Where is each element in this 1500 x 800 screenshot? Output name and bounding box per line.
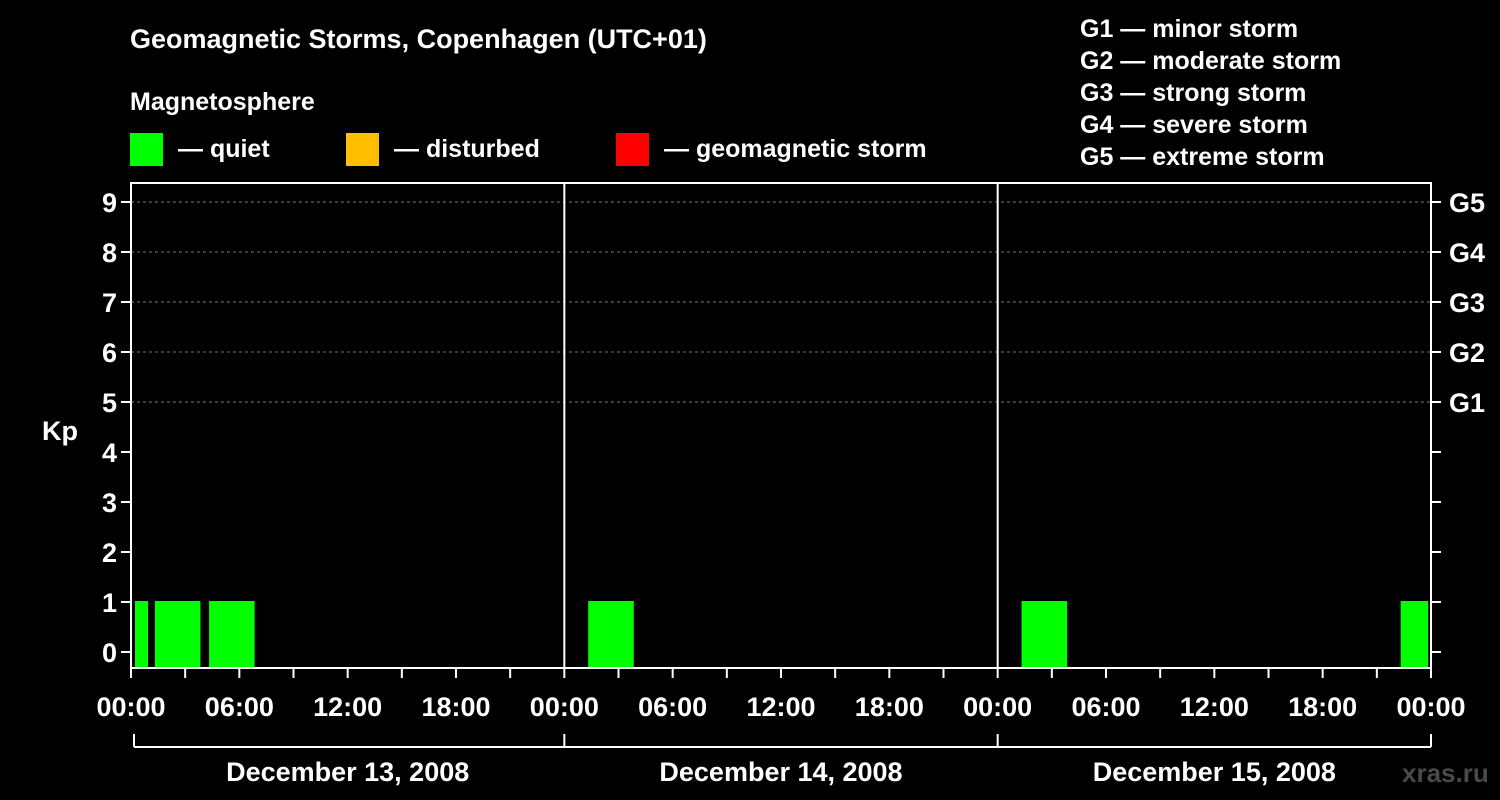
storm-scale-g4: G4 — severe storm	[1080, 111, 1308, 139]
kp-bar-3	[588, 601, 634, 668]
legend-swatch-disturbed	[346, 133, 379, 166]
y-tick-label-3: 3	[102, 488, 117, 518]
x-tick-label-48: 00:00	[963, 692, 1032, 722]
kp-bar-0	[135, 601, 149, 668]
plot-frame	[130, 182, 1432, 669]
x-tick-label-12: 12:00	[313, 692, 382, 722]
g-level-label-g4: G4	[1449, 238, 1485, 268]
day-labels: December 13, 2008 December 14, 2008 Decemb…	[133, 734, 1432, 787]
plot-border	[130, 182, 1432, 669]
y-tick-label-4: 4	[102, 438, 117, 468]
y-tick-label-5: 5	[102, 388, 117, 418]
kp-bar-2	[209, 601, 255, 668]
x-tick-label-54: 06:00	[1071, 692, 1140, 722]
x-tick-label-24: 00:00	[530, 692, 599, 722]
x-tick-label-42: 18:00	[855, 692, 924, 722]
g-level-label-g2: G2	[1449, 338, 1485, 368]
day-label-2: December 15, 2008	[1093, 757, 1336, 787]
y-tick-label-0: 0	[102, 638, 117, 668]
legend-label-storm: — geomagnetic storm	[664, 135, 927, 163]
day-label-0: December 13, 2008	[226, 757, 469, 787]
y-tick-label-6: 6	[102, 338, 117, 368]
g-level-label-g1: G1	[1449, 388, 1485, 418]
x-tick-label-60: 12:00	[1180, 692, 1249, 722]
g-level-label-g3: G3	[1449, 288, 1485, 318]
x-tick-label-6: 06:00	[205, 692, 274, 722]
x-tick-label-36: 12:00	[746, 692, 815, 722]
x-tick-label-66: 18:00	[1288, 692, 1357, 722]
legend: — quiet — disturbed — geomagnetic storm	[130, 133, 927, 166]
day-label-1: December 14, 2008	[659, 757, 902, 787]
legend-label-quiet: — quiet	[178, 135, 270, 163]
x-tick-label-30: 06:00	[638, 692, 707, 722]
watermark: xras.ru	[1402, 758, 1489, 788]
chart-title: Geomagnetic Storms, Copenhagen (UTC+01)	[130, 24, 707, 54]
y-tick-label-8: 8	[102, 238, 117, 268]
y-tick-label-7: 7	[102, 288, 117, 318]
bars	[135, 601, 1429, 668]
legend-label-disturbed: — disturbed	[394, 135, 540, 163]
storm-scale-g1: G1 — minor storm	[1080, 15, 1298, 43]
x-tick-label-0: 00:00	[96, 692, 165, 722]
y-tick-label-2: 2	[102, 538, 117, 568]
legend-swatch-quiet	[130, 133, 163, 166]
x-tick-label-72: 00:00	[1396, 692, 1465, 722]
y-tick-label-9: 9	[102, 188, 117, 218]
x-ticks: 00:00 06:00 12:00 18:00 00:00 06:00 12:00 18:00…	[96, 668, 1466, 722]
storm-scale-g5: G5 — extreme storm	[1080, 143, 1325, 171]
storm-scale-g3: G3 — strong storm	[1080, 79, 1306, 107]
x-tick-label-18: 18:00	[421, 692, 490, 722]
legend-title: Magnetosphere	[130, 88, 315, 116]
y-tick-label-1: 1	[102, 588, 117, 618]
kp-bar-4	[1021, 601, 1068, 668]
legend-swatch-storm	[616, 133, 649, 166]
y-axis-label: Kp	[42, 416, 78, 446]
g-level-label-g5: G5	[1449, 188, 1485, 218]
storm-scale-g2: G2 — moderate storm	[1080, 47, 1341, 75]
kp-bar-5	[1400, 601, 1429, 668]
gridlines	[131, 201, 1431, 403]
y-ticks: 0 1 2 3 4 5 6 7 8 9	[102, 188, 1441, 668]
g-level-ticks: G1 G2 G3 G4 G5	[1449, 188, 1485, 418]
storm-scale-list: G1 — minor storm G2 — moderate storm G3 …	[1080, 15, 1341, 171]
kp-bar-1	[154, 601, 201, 668]
